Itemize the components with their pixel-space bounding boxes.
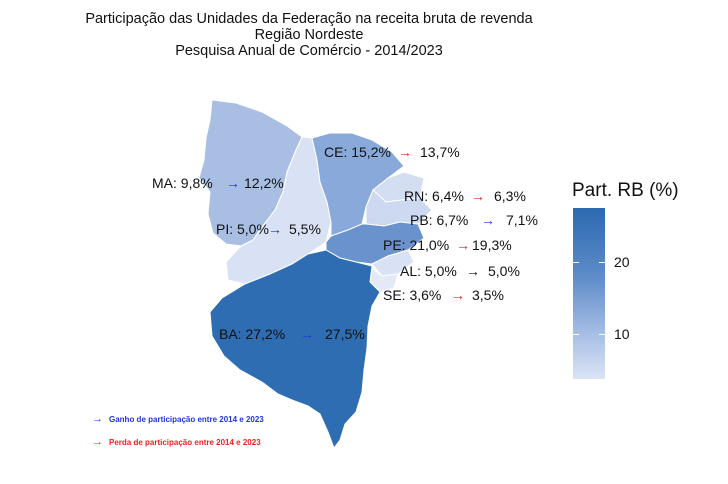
state-ba [209, 249, 381, 450]
label-pb-before: PB: 6,7% [410, 212, 468, 228]
arrow-pe: → [456, 237, 470, 253]
label-rn-before: RN: 6,4% [404, 188, 464, 204]
label-ma-before: MA: 9,8% [152, 175, 213, 191]
note-loss: → Perda de participação entre 2014 e 2023 [92, 436, 261, 448]
label-rn-after: 6,3% [494, 188, 526, 204]
label-se-before: SE: 3,6% [383, 287, 441, 303]
gain-arrow-icon: → [92, 413, 103, 425]
note-gain-text: Ganho de participação entre 2014 e 2023 [109, 415, 264, 424]
note-gain: → Ganho de participação entre 2014 e 2023 [92, 413, 264, 425]
legend-tick-mark-10 [573, 334, 579, 335]
label-pi-after: 5,5% [289, 221, 321, 237]
legend-tick-mark-20 [573, 262, 579, 263]
note-loss-text: Perda de participação entre 2014 e 2023 [109, 438, 261, 447]
legend-tick-mark-20-right [599, 262, 605, 263]
arrow-pb: → [481, 212, 495, 228]
label-se-after: 3,5% [472, 287, 504, 303]
arrow-pi: → [268, 221, 282, 237]
label-ce-after: 13,7% [420, 144, 460, 160]
arrow-ce: → [398, 144, 412, 160]
label-al-after: 5,0% [488, 263, 520, 279]
label-al-before: AL: 5,0% [400, 263, 457, 279]
title-line-2: Região Nordeste [254, 27, 364, 43]
legend-tick-10: 10 [614, 326, 630, 342]
title-line-1: Participação das Unidades da Federação n… [85, 11, 533, 27]
label-ba-after: 27,5% [325, 326, 365, 342]
title-line-3: Pesquisa Anual de Comércio - 2014/2023 [175, 43, 443, 59]
label-pb-after: 7,1% [506, 212, 538, 228]
label-pe-after: 19,3% [472, 237, 512, 253]
arrow-se: → [451, 287, 465, 303]
legend-tick-20: 20 [614, 254, 630, 270]
legend-color-bar [573, 208, 605, 379]
label-pi-before: PI: 5,0% [216, 221, 269, 237]
chart-title: Participação das Unidades da Federação n… [0, 11, 618, 59]
label-pe-before: PE: 21,0% [383, 237, 449, 253]
legend-tick-mark-10-right [599, 334, 605, 335]
arrow-ba: → [300, 326, 314, 342]
legend-title: Part. RB (%) [572, 180, 679, 201]
label-ba-before: BA: 27,2% [219, 326, 285, 342]
arrow-ma: → [226, 175, 240, 191]
arrow-al: → [466, 263, 480, 279]
arrow-rn: → [471, 188, 485, 204]
label-ma-after: 12,2% [244, 175, 284, 191]
label-ce-before: CE: 15,2% [324, 144, 391, 160]
loss-arrow-icon: → [92, 436, 103, 448]
